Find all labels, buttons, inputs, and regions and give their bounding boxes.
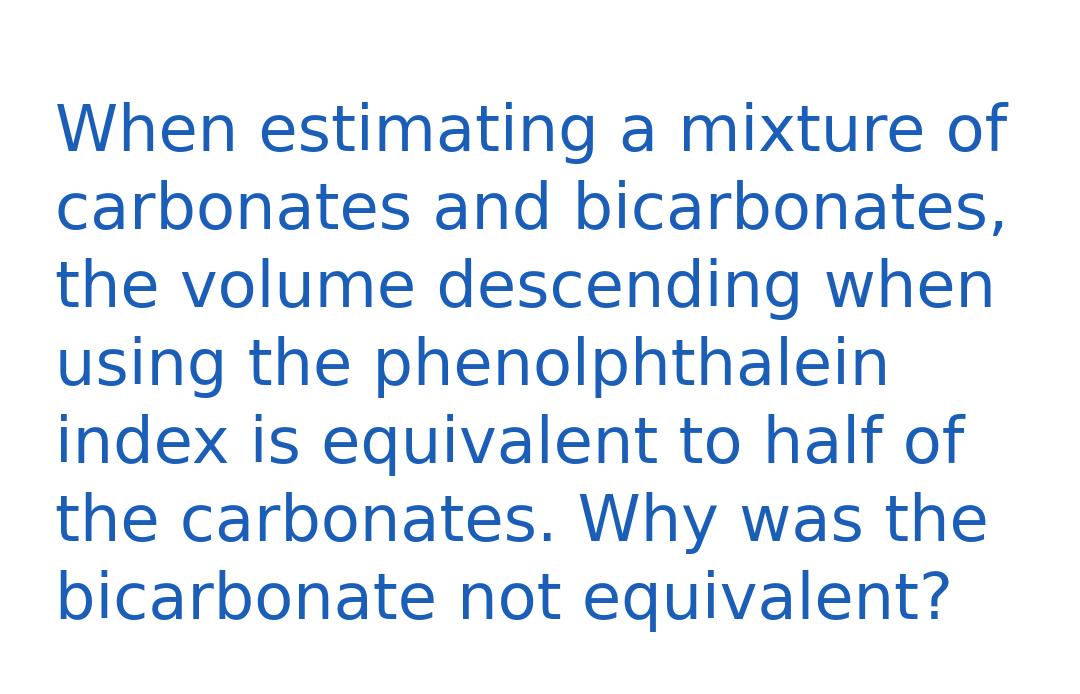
Text: using the phenolphthalein: using the phenolphthalein <box>55 336 890 398</box>
Text: index is equivalent to half of: index is equivalent to half of <box>55 414 964 476</box>
Text: carbonates and bicarbonates,: carbonates and bicarbonates, <box>55 180 1009 242</box>
Text: bicarbonate not equivalent?: bicarbonate not equivalent? <box>55 570 953 632</box>
Text: the volume descending when: the volume descending when <box>55 258 996 320</box>
Text: the carbonates. Why was the: the carbonates. Why was the <box>55 492 989 554</box>
Text: When estimating a mixture of: When estimating a mixture of <box>55 102 1008 164</box>
